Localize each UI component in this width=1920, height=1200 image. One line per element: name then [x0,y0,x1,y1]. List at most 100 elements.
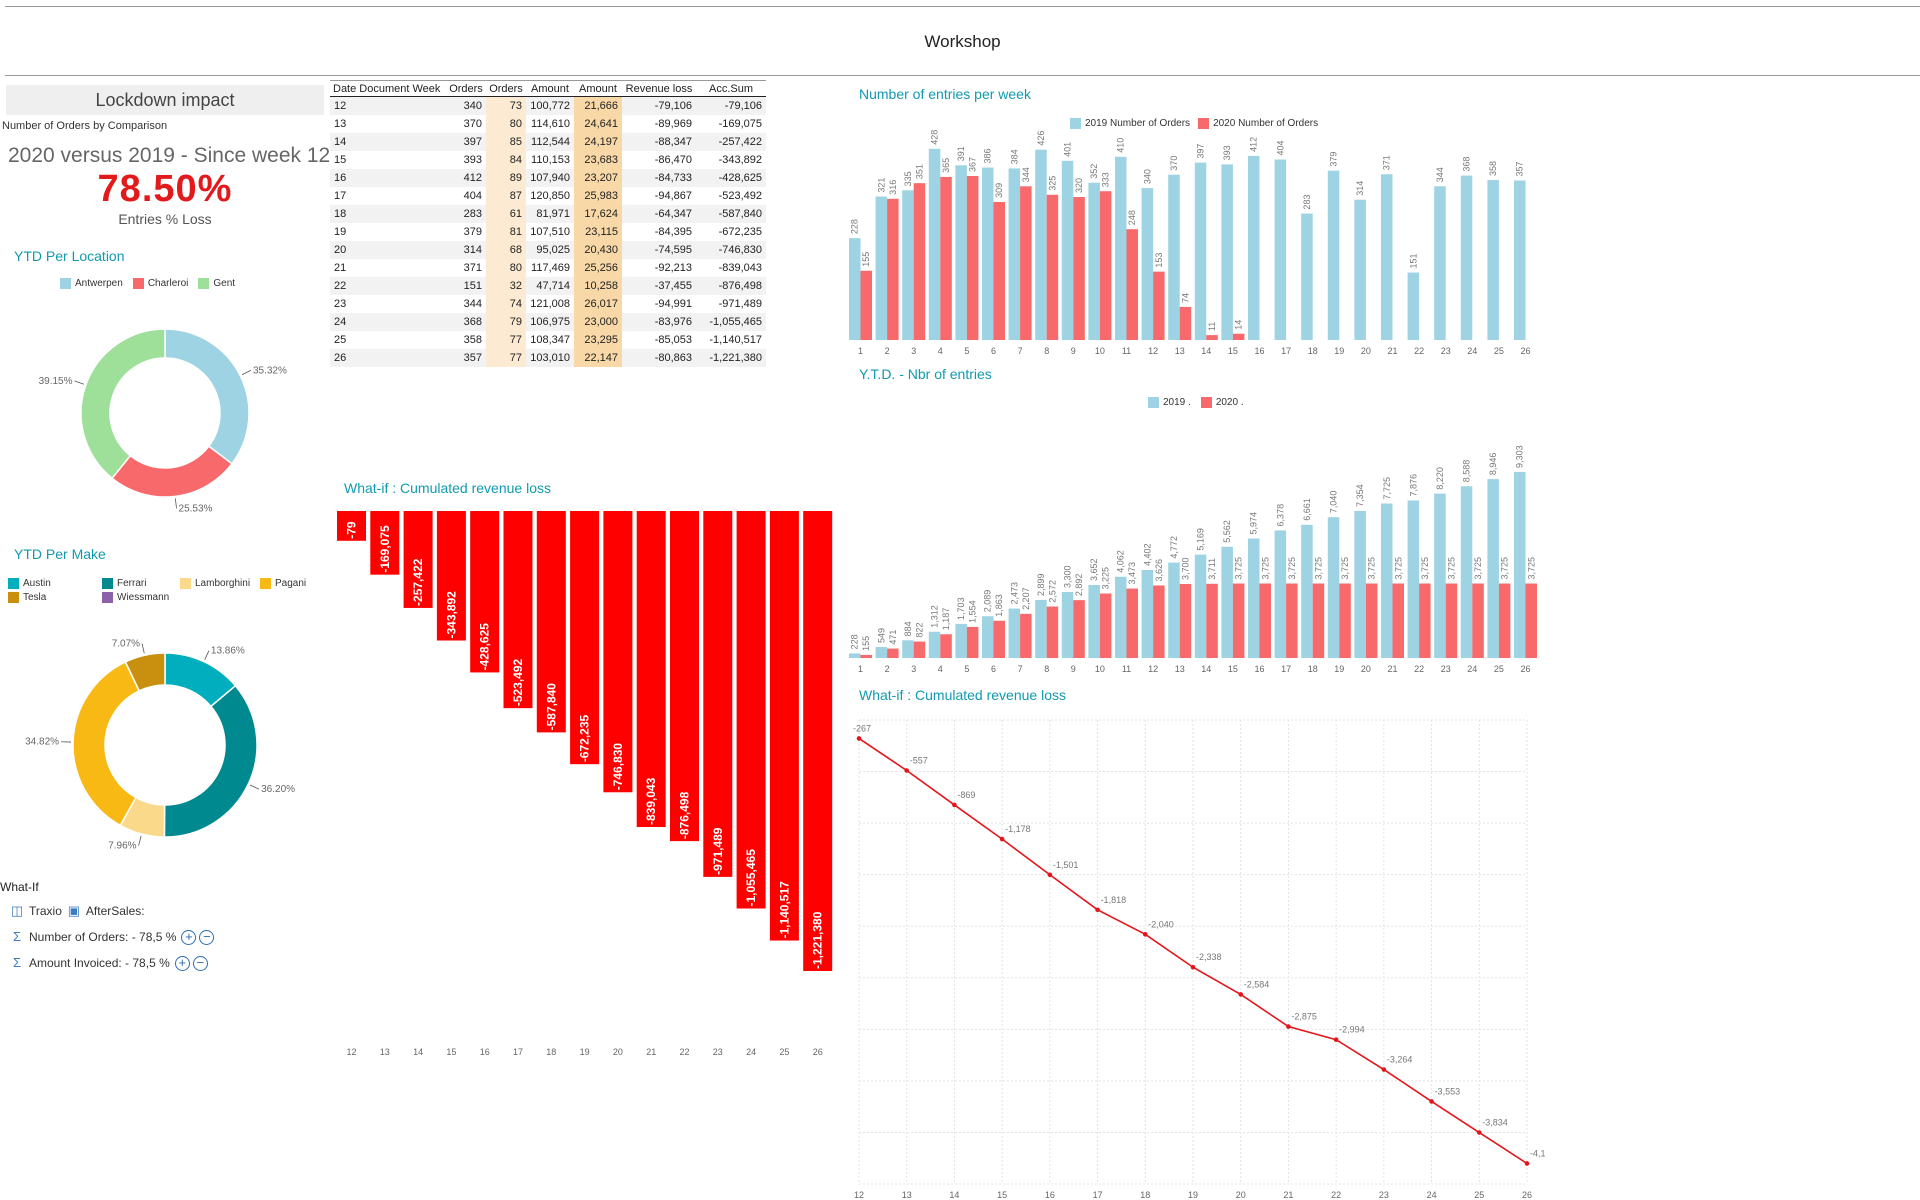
slice-label: 7.96% [108,841,136,852]
weekly-entries-title: Number of entries per week [859,86,1031,102]
table-cell: 23 [334,297,347,310]
line-point [952,802,957,808]
table-cell: 81,971 [526,204,574,223]
weekly-bar [1008,168,1021,340]
table-cell: 393 [463,153,482,166]
line-point [1047,872,1053,878]
weekly-data-table: Date Document Week Orders Orders Amount Amou… [330,80,766,367]
table-cell: 103,010 [526,348,574,367]
ytd-data-label: 2,892 [1074,574,1084,597]
location-legend-item: Charleroi [132,278,188,289]
line-point [999,836,1005,842]
x-tick-label: 18 [546,1047,556,1057]
weekly-bar [1206,335,1218,340]
ytd-data-label: 2,207 [1021,587,1031,610]
ytd-bar [887,648,899,658]
table-cell: -79,106 [696,96,766,115]
x-tick-label: 20 [1236,1190,1246,1200]
ytd-data-label: 3,725 [1393,557,1403,580]
report-header: Workshop [5,6,1920,76]
what-if-orders-row: Σ Number of Orders: - 78,5 % + − [10,924,215,950]
ytd-data-label: 822 [914,623,924,638]
bar-data-label: -257,422 [411,558,425,606]
table-cell: -343,892 [718,153,762,166]
table-cell: 151 [446,276,486,295]
slice-label: 13.86% [211,646,245,657]
table-cell: 358 [463,333,482,346]
x-tick-label: 4 [938,664,943,674]
bar-data-label: -839,043 [644,777,658,825]
ytd-legend-item: 2020 . [1200,397,1244,408]
ytd-data-label: 3,700 [1180,557,1190,580]
ytd-bar [1327,517,1340,658]
ytd-bar [1232,583,1245,658]
table-cell: 357 [446,348,486,367]
weekly-data-label: 316 [888,180,898,195]
weekly-bar [887,198,899,340]
ytd-bar [1460,486,1473,658]
ytd-bar [1194,554,1207,658]
slice-leader [241,369,252,376]
weekly-entries-legend: 2019 Number of Orders 2020 Number of Orde… [1070,118,1318,129]
ytd-bar [875,647,888,658]
weekly-bar [1301,213,1313,340]
x-tick-label: 24 [746,1047,756,1057]
x-tick-label: 21 [1283,1190,1293,1200]
increase-orders-button[interactable]: + [181,929,197,945]
table-cell: 22 [330,276,446,295]
column-header: Amount [574,80,622,97]
make-chart-title: YTD Per Make [14,546,106,562]
ytd-data-label: 9,303 [1515,445,1525,468]
legend-swatch [180,578,191,589]
table-cell: 84 [486,150,526,169]
x-tick-label: 15 [446,1047,456,1057]
weekly-bar [1487,180,1499,340]
table-cell: 120,850 [530,189,570,202]
ytd-data-label: 4,402 [1142,543,1152,566]
table-cell: 22,147 [574,348,622,367]
ytd-bar [1301,524,1313,658]
weekly-bar [1274,159,1287,340]
x-tick-label: 15 [1228,346,1238,356]
ytd-bar [860,654,872,658]
x-tick-label: 4 [938,346,943,356]
decrease-orders-button[interactable]: − [199,929,215,945]
loss-bar [769,511,799,941]
ytd-data-label: 7,040 [1329,491,1339,514]
increase-amount-button[interactable]: + [174,955,190,971]
cube-icon: ▣ [67,903,81,918]
table-cell: -37,455 [622,276,696,295]
weekly-bar [1115,156,1127,340]
ytd-data-label: 8,588 [1462,460,1472,483]
point-data-label: -557 [910,755,928,765]
table-cell: 24 [330,312,446,331]
loss-bar [403,511,433,608]
table-row: 18 283 61 81,971 17,624 -64,347 -587,840 [330,204,766,223]
x-tick-label: 19 [1334,664,1344,674]
weekly-data-label: 404 [1275,140,1285,155]
ytd-bar [1259,583,1271,658]
x-tick-label: 13 [902,1190,912,1200]
donut-slice [163,684,258,838]
table-cell: 95,025 [526,240,574,259]
table-cell: 108,347 [530,333,570,346]
loss-percentage-kpi: 78.50% [97,168,233,210]
weekly-bar [1327,170,1340,340]
weekly-data-label: 325 [1047,176,1057,191]
weekly-bar [928,148,941,340]
table-cell: -85,053 [654,333,692,346]
weekly-data-label: 426 [1036,131,1046,146]
x-tick-label: 23 [1441,346,1451,356]
decrease-amount-button[interactable]: − [192,955,208,971]
x-tick-label: 16 [1254,664,1264,674]
loss-bar [436,511,466,641]
table-row: 17 404 87 120,850 25,983 -94,867 -523,492 [330,186,766,205]
ytd-bar [902,640,914,658]
source-traxio: Traxio [29,904,62,918]
bar-data-label: -876,498 [678,791,692,839]
slice-leader [204,650,210,660]
table-cell: -746,830 [696,240,766,259]
location-legend-item: Gent [198,278,235,289]
table-cell: -80,863 [622,348,696,367]
x-tick-label: 21 [1387,664,1397,674]
